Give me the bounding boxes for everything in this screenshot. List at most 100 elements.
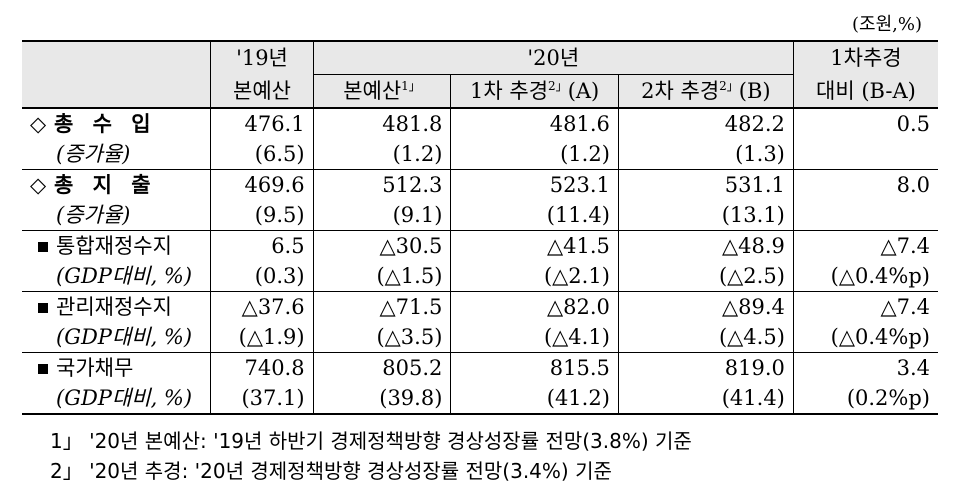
- row-label-national-debt: 국가채무: [22, 352, 212, 383]
- row-label-growth: (증가율): [22, 139, 212, 170]
- row-label-gdp-ratio: (GDP대비, %): [22, 322, 212, 353]
- cell: △82.0: [450, 291, 619, 322]
- header-diff-line1: 1차추경: [793, 41, 938, 75]
- cell: 469.6: [210, 169, 314, 200]
- square-bullet-icon: [38, 241, 48, 252]
- row-label-gdp-ratio: (GDP대비, %): [22, 261, 212, 292]
- cell: 481.8: [313, 108, 452, 139]
- cell: (6.5): [210, 139, 314, 170]
- row-label-text: 관리재정수지: [56, 295, 172, 319]
- header-20-year: '20년: [313, 41, 794, 75]
- diamond-icon: ◇: [30, 173, 47, 197]
- header-20-supp1-label: 1차 추경: [470, 79, 549, 103]
- cell: (1.3): [618, 139, 794, 170]
- cell: [793, 139, 938, 170]
- cell: △48.9: [618, 230, 794, 261]
- row-label-text: 총 수 입: [54, 111, 157, 136]
- footnote-marker-2b: 2」: [719, 79, 739, 93]
- fiscal-table: '19년 '20년 1차추경 본예산 본예산1」 1차 추경2」(A) 2차 추…: [22, 40, 938, 415]
- cell: [793, 200, 938, 231]
- footnote-1: 1」 '20년 본예산: '19년 하반기 경제정책방향 경상성장률 전망(3.…: [50, 429, 692, 453]
- cell: (11.4): [450, 200, 619, 231]
- header-19-budget: 본예산: [210, 74, 314, 108]
- cell: (△2.1): [450, 261, 619, 292]
- cell: (△3.5): [313, 322, 452, 353]
- cell: 531.1: [618, 169, 794, 200]
- cell: (13.1): [618, 200, 794, 231]
- cell: △41.5: [450, 230, 619, 261]
- cell: 6.5: [210, 230, 314, 261]
- header-20-supp2: 2차 추경2」(B): [618, 74, 794, 108]
- header-diff-line2: 대비 (B-A): [793, 74, 938, 108]
- cell: 481.6: [450, 108, 619, 139]
- row-label-gdp-ratio: (GDP대비, %): [22, 383, 212, 414]
- cell: 8.0: [793, 169, 938, 200]
- cell: (41.4): [618, 383, 794, 414]
- footnote-marker-2: 2」: [548, 79, 568, 93]
- table-row: 국가채무 740.8 805.2 815.5 819.0 3.4: [22, 352, 938, 383]
- cell: (△1.5): [313, 261, 452, 292]
- footnotes: 1」 '20년 본예산: '19년 하반기 경제정책방향 경상성장률 전망(3.…: [50, 426, 692, 486]
- row-label-text: 총 지 출: [54, 172, 157, 197]
- footnote-2: 2」 '20년 추경: '20년 경제정책방향 경상성장률 전망(3.4%) 기…: [50, 459, 612, 483]
- cell: 815.5: [450, 352, 619, 383]
- cell: (0.2%p): [846, 386, 930, 410]
- square-bullet-icon: [38, 363, 48, 374]
- header-blank: [22, 41, 212, 108]
- cell: (9.1): [313, 200, 452, 231]
- cell: 819.0: [618, 352, 794, 383]
- cell: 512.3: [313, 169, 452, 200]
- header-20-budget: 본예산1」: [313, 74, 452, 108]
- cell: (39.8): [313, 383, 452, 414]
- row-label-text: 국가채무: [56, 356, 134, 380]
- cell: (△2.5): [618, 261, 794, 292]
- cell: 3.4: [793, 352, 938, 383]
- row-label-total-revenue: ◇ 총 수 입: [22, 108, 212, 139]
- table-row: (증가율) (6.5) (1.2) (1.2) (1.3): [22, 139, 938, 170]
- table-row: (GDP대비, %) (37.1) (39.8) (41.2) (41.4) (…: [22, 383, 938, 414]
- header-20-supp2-label: 2차 추경: [641, 79, 720, 103]
- header-20-supp1: 1차 추경2」(A): [450, 74, 619, 108]
- row-label-managed-balance: 관리재정수지: [22, 291, 212, 322]
- cell: (41.2): [450, 383, 619, 414]
- table-row: (증가율) (9.5) (9.1) (11.4) (13.1): [22, 200, 938, 231]
- row-label-growth: (증가율): [22, 200, 212, 231]
- cell: △37.6: [210, 291, 314, 322]
- row-label-total-expenditure: ◇ 총 지 출: [22, 169, 212, 200]
- cell: (1.2): [313, 139, 452, 170]
- table-row: (GDP대비, %) (△1.9) (△3.5) (△4.1) (△4.5) (…: [22, 322, 938, 353]
- cell: (△4.1): [450, 322, 619, 353]
- cell: △30.5: [313, 230, 452, 261]
- cell: 740.8: [210, 352, 314, 383]
- cell: (37.1): [210, 383, 314, 414]
- cell: 0.5: [896, 112, 930, 136]
- cell: (9.5): [210, 200, 314, 231]
- table-row: ◇ 총 지 출 469.6 512.3 523.1 531.1 8.0: [22, 169, 938, 200]
- row-label-integrated-balance: 통합재정수지: [22, 230, 212, 261]
- cell: (△0.4%p): [830, 264, 930, 288]
- cell: △89.4: [618, 291, 794, 322]
- cell: (△1.9): [210, 322, 314, 353]
- table-row: 관리재정수지 △37.6 △71.5 △82.0 △89.4 △7.4: [22, 291, 938, 322]
- diamond-icon: ◇: [30, 112, 47, 136]
- cell: △71.5: [313, 291, 452, 322]
- cell: 482.2: [618, 108, 794, 139]
- cell: △7.4: [793, 291, 938, 322]
- table-row: (GDP대비, %) (0.3) (△1.5) (△2.1) (△2.5) (△…: [22, 261, 938, 292]
- cell: △7.4: [793, 230, 938, 261]
- header-20-supp1-suffix: (A): [567, 79, 600, 103]
- unit-label: (조원,%): [852, 14, 922, 35]
- header-19-year: '19년: [210, 41, 314, 75]
- row-label-text: 통합재정수지: [56, 234, 172, 258]
- cell: (△0.4%p): [830, 325, 930, 349]
- header-20-supp2-suffix: (B): [738, 79, 771, 103]
- square-bullet-icon: [38, 302, 48, 313]
- cell: (1.2): [450, 139, 619, 170]
- cell: 523.1: [450, 169, 619, 200]
- footnote-marker-1: 1」: [401, 79, 421, 93]
- header-20-budget-label: 본예산: [343, 79, 402, 103]
- table-row: ◇ 총 수 입 476.1 481.8 481.6 482.2 0.5: [22, 108, 938, 139]
- cell: (0.3): [210, 261, 314, 292]
- table-row: 통합재정수지 6.5 △30.5 △41.5 △48.9 △7.4: [22, 230, 938, 261]
- cell: 476.1: [210, 108, 314, 139]
